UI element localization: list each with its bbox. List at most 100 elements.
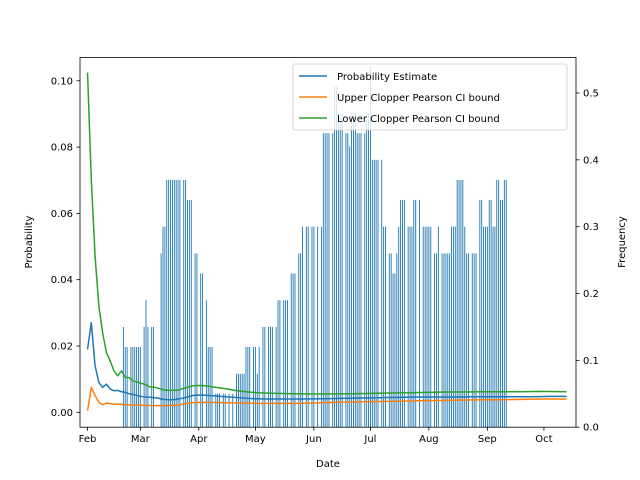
frequency-bar-85 (334, 86, 336, 428)
frequency-bar-123 (415, 199, 417, 428)
frequency-bar-140 (454, 226, 456, 428)
frequency-bar-70 (294, 273, 296, 428)
frequency-bar-162 (500, 199, 502, 428)
frequency-bar-165 (505, 179, 507, 428)
x-axis: Feb Mar Apr May Jun Jul Aug Sep Oct (79, 427, 553, 445)
frequency-bar-59 (268, 326, 270, 428)
frequency-bar-65 (283, 300, 285, 428)
frequency-bar-100 (366, 113, 368, 428)
x-axis-label: Date (316, 459, 340, 470)
frequency-bar-34 (205, 300, 207, 428)
plot-frame (79, 57, 577, 428)
y-left-tick-label-3: 0.06 (51, 209, 73, 220)
frequency-bar-42 (224, 393, 226, 428)
frequency-bar-146 (466, 253, 468, 428)
frequency-bar-52 (249, 347, 251, 428)
frequency-bar-93 (351, 113, 353, 428)
frequency-bar-164 (503, 179, 505, 428)
frequency-bar-73 (302, 226, 303, 428)
frequency-bar-55 (256, 373, 258, 428)
frequency-bars (122, 66, 507, 428)
frequency-bar-94 (353, 113, 354, 428)
frequency-bar-31 (196, 253, 198, 428)
frequency-bar-8 (139, 347, 141, 428)
x-tick-label-2: Apr (190, 434, 208, 445)
x-tick-label-8: Oct (535, 434, 552, 445)
frequency-bar-143 (460, 179, 462, 428)
frequency-bar-69 (292, 273, 294, 428)
frequency-bar-88 (339, 113, 341, 428)
frequency-bar-53 (253, 347, 254, 428)
frequency-bar-158 (492, 226, 494, 428)
frequency-bar-76 (311, 226, 313, 428)
frequency-bar-77 (313, 226, 315, 428)
frequency-bar-99 (364, 133, 366, 428)
frequency-bar-25 (183, 179, 185, 428)
frequency-bar-78 (317, 226, 319, 428)
frequency-bar-64 (279, 300, 281, 428)
frequency-bar-21 (173, 179, 175, 428)
frequency-bar-116 (400, 199, 402, 428)
frequency-bar-45 (236, 373, 237, 428)
frequency-bar-111 (390, 253, 392, 428)
frequency-bar-86 (336, 86, 337, 428)
series-line-1 (86, 386, 567, 411)
y-left-tick-label-2: 0.04 (51, 275, 73, 286)
frequency-bar-118 (403, 199, 405, 428)
frequency-bar-132 (437, 226, 439, 428)
frequency-bar-155 (486, 226, 488, 428)
frequency-bar-90 (345, 133, 347, 428)
x-tick-label-7: Sep (478, 434, 497, 445)
frequency-bar-5 (134, 347, 136, 428)
frequency-bar-50 (245, 347, 247, 428)
frequency-bar-145 (464, 226, 466, 428)
frequency-bar-32 (200, 273, 202, 428)
y-axis-left-label: Probability (24, 215, 35, 268)
frequency-bar-110 (388, 253, 390, 428)
x-tick-label-1: Mar (131, 434, 151, 445)
frequency-bar-136 (447, 253, 449, 428)
frequency-bar-142 (458, 179, 460, 428)
frequency-bar-30 (194, 253, 196, 428)
frequency-bar-150 (475, 253, 477, 428)
frequency-bar-28 (188, 199, 190, 428)
frequency-bar-80 (322, 133, 324, 428)
frequency-bar-66 (285, 300, 287, 428)
frequency-bar-38 (215, 393, 217, 428)
frequency-bar-106 (377, 159, 379, 428)
frequency-bar-161 (498, 179, 500, 428)
frequency-bar-79 (320, 226, 322, 428)
frequency-bar-39 (217, 393, 219, 428)
y-right-tick-label-2: 0.2 (583, 289, 599, 300)
frequency-bar-18 (168, 179, 170, 428)
legend-label-0: Probability Estimate (337, 72, 437, 83)
series-line-0 (86, 322, 567, 401)
frequency-bar-159 (494, 226, 496, 428)
frequency-bar-119 (407, 226, 409, 428)
frequency-bar-148 (471, 253, 473, 428)
frequency-bar-57 (262, 326, 264, 428)
frequency-bar-47 (239, 373, 241, 428)
y-left-tick-label-0: 0.00 (51, 408, 73, 419)
frequency-bar-92 (349, 146, 351, 428)
frequency-bar-22 (175, 179, 177, 428)
frequency-bar-54 (254, 347, 256, 428)
frequency-bar-43 (228, 393, 230, 428)
frequency-bar-35 (207, 347, 209, 428)
y-left-tick-label-1: 0.02 (51, 341, 73, 352)
x-tick-label-5: Jul (363, 434, 376, 445)
frequency-bar-109 (385, 226, 386, 428)
y-right-tick-label-5: 0.5 (583, 89, 599, 100)
frequency-bar-19 (170, 179, 171, 428)
frequency-bar-17 (166, 179, 168, 428)
frequency-bar-144 (462, 179, 464, 428)
frequency-bar-10 (145, 300, 147, 428)
legend-box (292, 63, 568, 131)
frequency-bar-147 (468, 253, 469, 428)
frequency-bar-89 (341, 113, 343, 428)
frequency-bar-160 (496, 179, 498, 428)
frequency-bar-105 (375, 159, 377, 428)
frequency-bar-44 (232, 393, 234, 428)
frequency-bar-113 (394, 273, 396, 428)
